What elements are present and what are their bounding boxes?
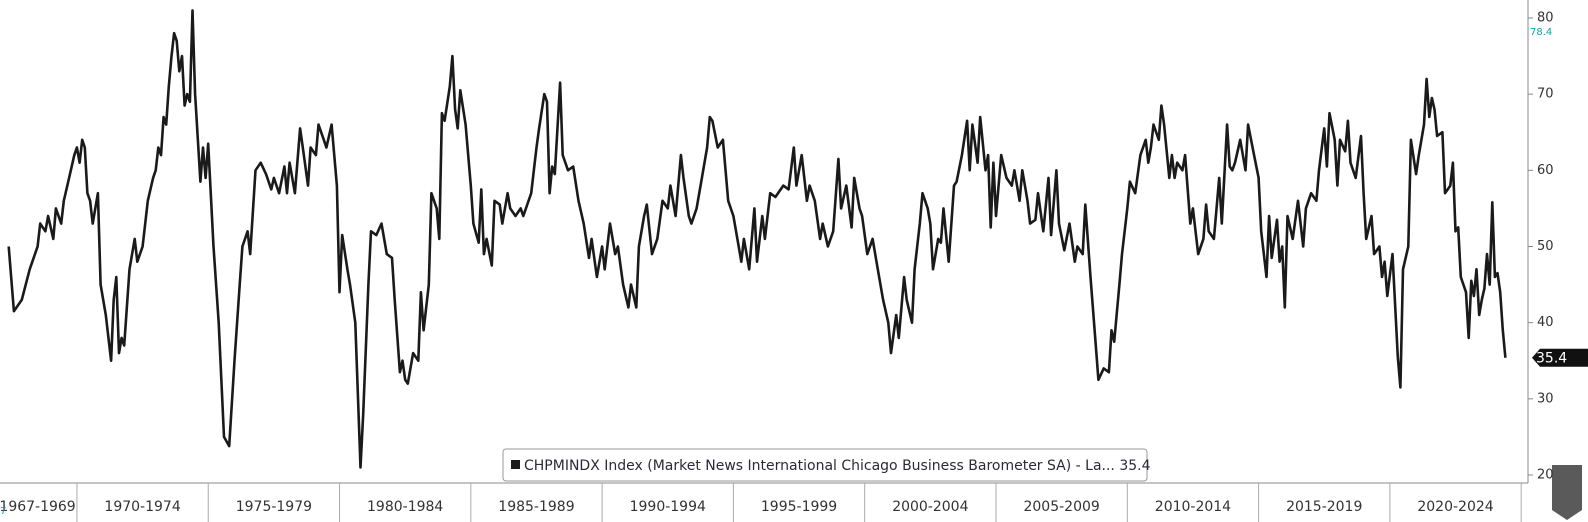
y-tick-label: 60 [1537,163,1554,178]
x-tick-label: 2010-2014 [1155,499,1231,515]
x-tick-label: 1975-1979 [236,499,312,515]
legend-box [502,448,1148,482]
y-tick-label: 70 [1537,87,1554,102]
last-value-label: 35.4 [1536,351,1567,367]
last-value-tag [1532,348,1588,367]
max-label: 78.4 [1530,27,1552,38]
legend: CHPMINDX Index (Market News Internationa… [502,448,1151,482]
x-tick-label: 1985-1989 [498,499,574,515]
x-tick-label: 1995-1999 [761,499,837,515]
y-tick-label: 30 [1537,391,1554,406]
y-tick-label: 20 [1537,468,1554,483]
x-tick-label: 2015-2019 [1286,499,1362,515]
legend-swatch [511,460,520,469]
x-tick-label: 2005-2009 [1023,499,1099,515]
scroll-icon[interactable] [1552,465,1582,520]
x-tick-label: 2020-2024 [1417,499,1493,515]
y-tick-label: 80 [1537,10,1554,25]
x-tick-label: 2000-2004 [892,499,968,515]
start-label: 6/67 [0,506,6,517]
y-tick-label: 40 [1537,315,1554,330]
y-tick-label: 50 [1537,239,1554,254]
x-tick-label: 1980-1984 [367,499,443,515]
x-tick-label: 1970-1974 [104,499,180,515]
legend-label: CHPMINDX Index (Market News Internationa… [524,458,1151,474]
x-tick-label: 1990-1994 [630,499,706,515]
series-line [7,9,1507,469]
x-tick-label: 1967-1969 [0,499,76,515]
